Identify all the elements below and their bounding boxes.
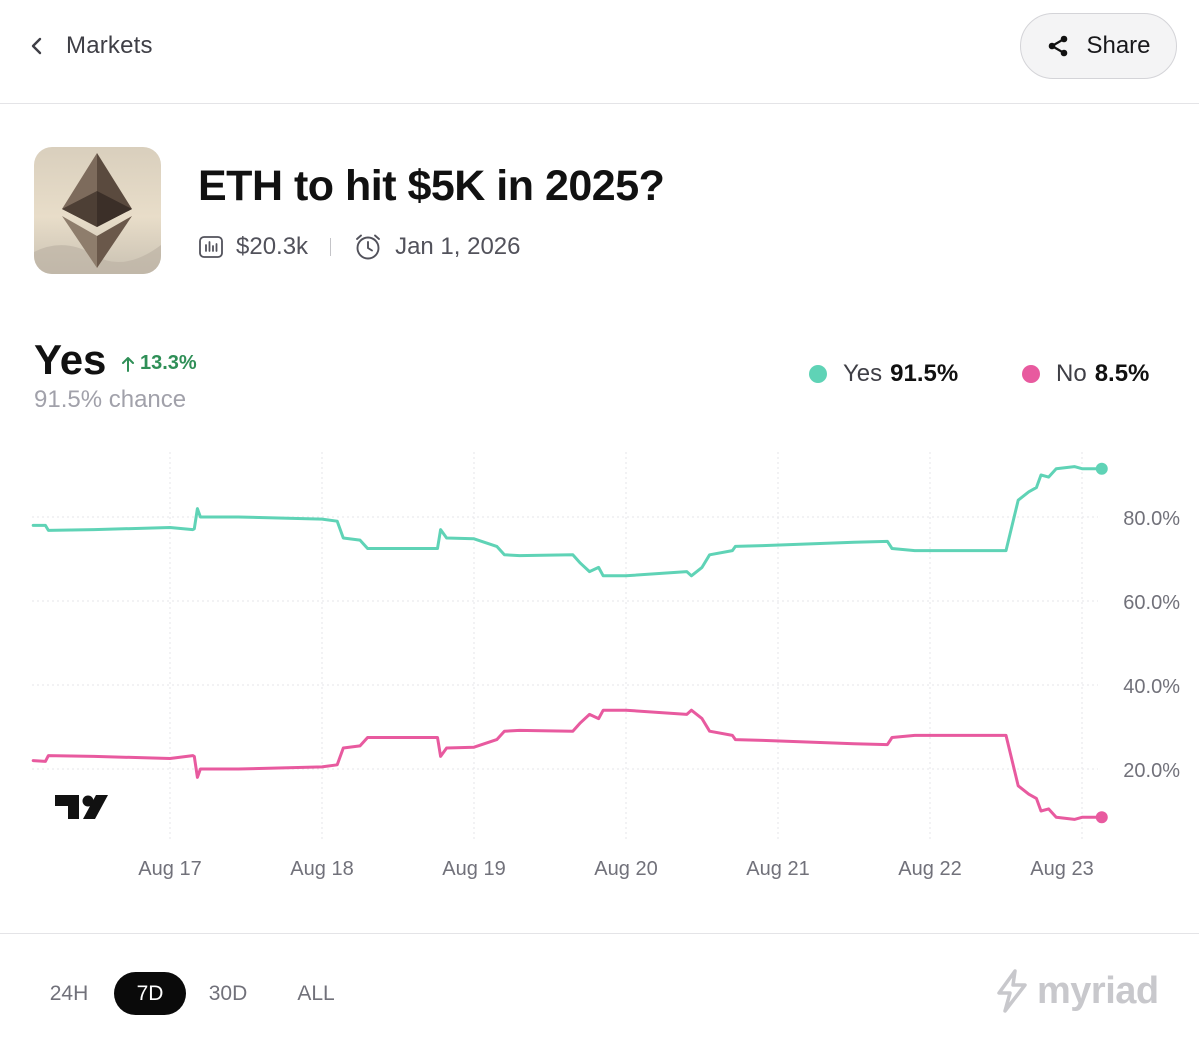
y-tick-label: 80.0% [1123,508,1180,530]
back-to-markets-link[interactable]: Markets [26,30,153,62]
legend-no-dot [1022,365,1040,383]
legend-yes-value: 91.5% [890,360,959,387]
arrow-up-icon [122,356,134,372]
outcome-change-value: 13.3% [140,352,197,374]
legend-yes-dot [809,365,827,383]
alarm-clock-icon [353,232,383,262]
x-tick-label: Aug 18 [290,858,353,880]
y-tick-label: 20.0% [1123,760,1180,782]
chevron-left-icon [31,37,42,55]
series-endpoint-no [1095,811,1108,824]
x-tick-label: Aug 23 [1030,858,1093,880]
share-button[interactable]: Share [1020,13,1177,79]
market-thumbnail [34,147,161,274]
market-meta: $20.3k Jan 1, 2026 [198,229,521,265]
range-7d-button[interactable]: 7D [114,972,186,1015]
top-bar: Markets Share [0,0,1199,104]
market-end-date: Jan 1, 2026 [395,233,521,260]
series-endpoint-yes [1095,462,1108,475]
legend-no-value: 8.5% [1094,360,1150,387]
y-tick-label: 60.0% [1123,592,1180,614]
back-label: Markets [66,32,153,59]
legend-yes: Yes 91.5% [809,360,958,388]
outcome-chance: 91.5% chance [34,386,187,413]
market-volume: $20.3k [236,233,309,260]
ethereum-logo-icon [34,147,161,274]
range-all-button[interactable]: ALL [297,981,335,1005]
market-title: ETH to hit $5K in 2025? [198,162,665,210]
series-line-no [31,708,1104,821]
brand-name: myriad [1037,969,1159,1012]
x-tick-label: Aug 19 [442,858,505,880]
share-label: Share [1086,32,1151,59]
legend-no-name: No [1056,360,1087,387]
x-tick-label: Aug 21 [746,858,809,880]
myriad-logo-icon [997,969,1027,1013]
x-tick-label: Aug 17 [138,858,201,880]
outcome-change: 13.3% [120,352,197,375]
footer-divider [0,933,1199,934]
x-tick-label: Aug 22 [898,858,961,880]
volume-chart-icon [198,234,224,260]
y-tick-label: 40.0% [1123,676,1180,698]
range-24h-button[interactable]: 24H [49,981,89,1005]
share-icon [1049,35,1068,57]
time-range-selector: 24H 7D 30D ALL [34,972,351,1015]
series-line-yes [31,465,1104,578]
range-30d-button[interactable]: 30D [208,981,248,1005]
myriad-brand: myriad [993,969,1159,1013]
legend-no: No 8.5% [1022,360,1149,388]
tradingview-logo [55,795,108,819]
probability-chart[interactable]: 20.0% 40.0% 60.0% 80.0% Aug 17 Aug 18 Aug 19 Au… [0,440,1199,890]
legend-yes-name: Yes [843,360,883,387]
x-tick-label: Aug 20 [594,858,657,880]
outcome-label: Yes [34,336,107,383]
meta-divider [330,238,332,256]
